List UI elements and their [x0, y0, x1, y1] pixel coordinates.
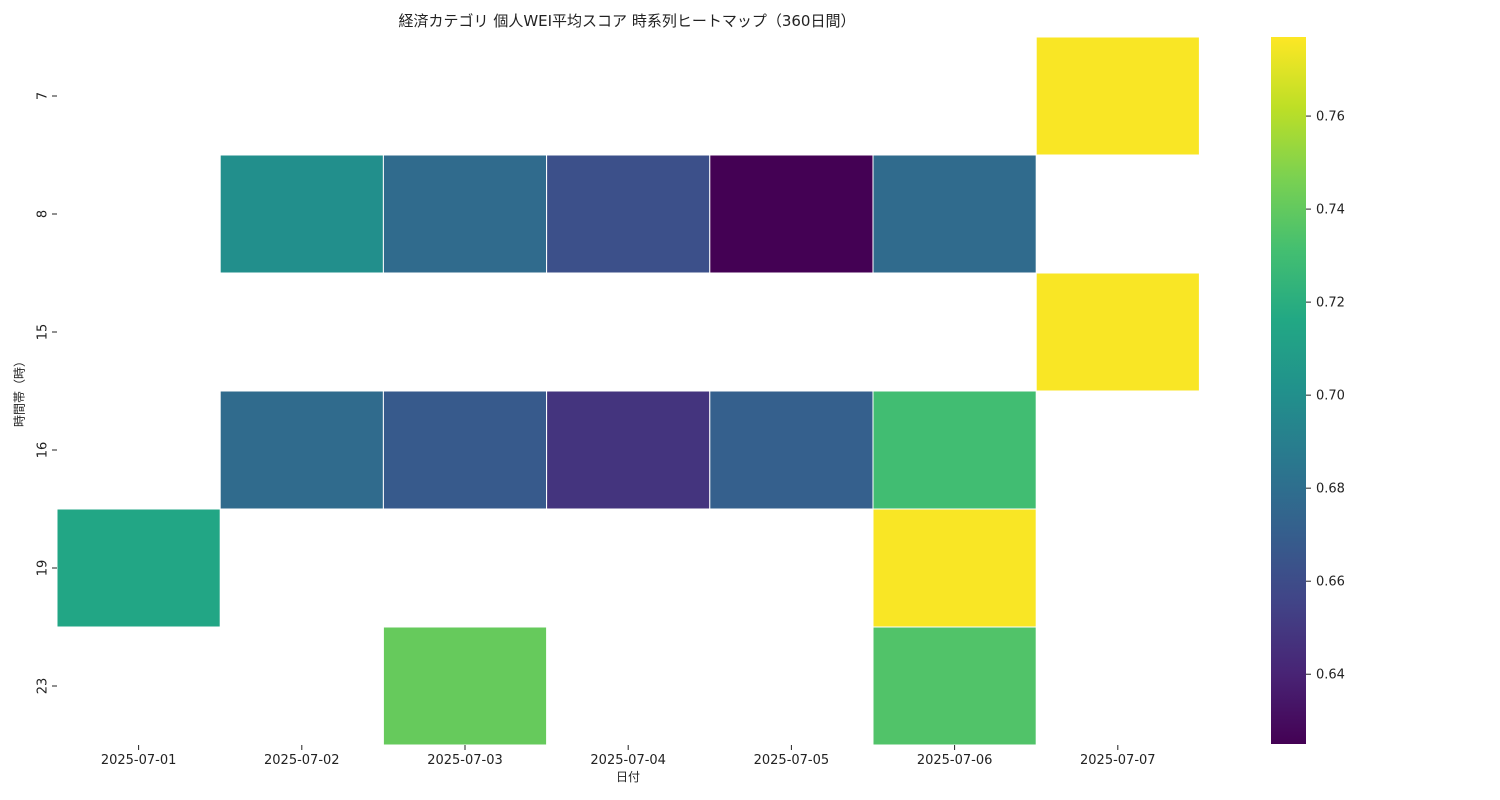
heatmap-cell-15-2025-07-07	[1035, 272, 1200, 392]
heatmap-cell-23-2025-07-06	[872, 626, 1037, 746]
x-tick-label: 2025-07-01	[101, 753, 177, 768]
chart-title: 経済カテゴリ 個人WEI平均スコア 時系列ヒートマップ（360日間）	[398, 12, 856, 30]
x-tick-label: 2025-07-02	[264, 753, 340, 768]
y-tick-label: 7	[36, 92, 51, 100]
x-axis-label: 日付	[615, 770, 640, 784]
colorbar-tick-label: 0.64	[1316, 668, 1345, 683]
heatmap-cell-16-2025-07-04	[546, 390, 711, 510]
y-tick-label: 16	[36, 442, 51, 459]
heatmap-cell-8-2025-07-05	[709, 154, 874, 274]
colorbar: 0.64 0.66 0.68 0.70 0.72 0.74 0.76	[1271, 37, 1345, 744]
x-tick-label: 2025-07-04	[590, 753, 666, 768]
y-axis-ticks: 7 8 15 16 19 23	[36, 92, 57, 695]
heatmap-cell-19-2025-07-01	[56, 508, 221, 628]
colorbar-tick-label: 0.70	[1316, 389, 1345, 404]
y-tick-label: 15	[36, 324, 51, 341]
heatmap-cell-23-2025-07-03	[382, 626, 548, 746]
colorbar-tick-label: 0.72	[1316, 296, 1345, 311]
heatmap-cell-16-2025-07-05	[709, 390, 874, 510]
heatmap-cell-8-2025-07-03	[382, 154, 548, 274]
heatmap-cell-19-2025-07-06	[872, 508, 1037, 628]
colorbar-tick-label: 0.66	[1316, 575, 1345, 590]
y-tick-label: 19	[36, 560, 51, 577]
heatmap-cells	[56, 36, 1200, 746]
heatmap-cell-8-2025-07-06	[872, 154, 1037, 274]
x-tick-label: 2025-07-06	[917, 753, 993, 768]
colorbar-tick-label: 0.76	[1316, 110, 1345, 125]
y-tick-label: 23	[36, 678, 51, 695]
x-axis-ticks: 2025-07-01 2025-07-02 2025-07-03 2025-07-04…	[101, 745, 1156, 768]
heatmap-cell-16-2025-07-03	[382, 390, 548, 510]
heatmap-cell-8-2025-07-02	[219, 154, 384, 274]
colorbar-tick-label: 0.68	[1316, 482, 1345, 497]
x-tick-label: 2025-07-07	[1080, 753, 1156, 768]
heatmap-cell-16-2025-07-06	[872, 390, 1037, 510]
colorbar-tick-label: 0.74	[1316, 203, 1345, 218]
heatmap-cell-7-2025-07-07	[1035, 36, 1200, 156]
x-tick-label: 2025-07-05	[754, 753, 830, 768]
x-tick-label: 2025-07-03	[427, 753, 503, 768]
heatmap-cell-8-2025-07-04	[546, 154, 711, 274]
heatmap-cell-16-2025-07-02	[219, 390, 384, 510]
y-tick-label: 8	[36, 210, 51, 218]
colorbar-gradient	[1271, 37, 1306, 744]
